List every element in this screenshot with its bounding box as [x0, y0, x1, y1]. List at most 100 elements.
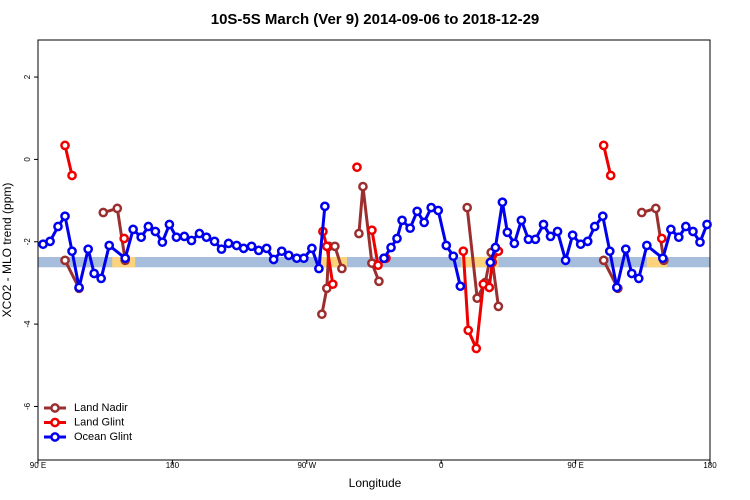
- data-point: [620, 244, 631, 255]
- data-point: [545, 231, 556, 242]
- data-point: [164, 219, 175, 230]
- legend-marker: [50, 417, 60, 428]
- data-point: [98, 207, 109, 218]
- legend-label: Land Glint: [74, 416, 124, 428]
- data-point: [636, 207, 647, 218]
- data-point: [150, 226, 161, 237]
- data-point: [157, 237, 168, 248]
- legend-marker: [50, 403, 60, 413]
- data-point: [104, 240, 115, 251]
- data-point: [509, 238, 520, 249]
- data-point: [441, 240, 452, 251]
- x-tick-label: 90 E: [30, 461, 46, 470]
- data-point: [321, 241, 332, 252]
- data-point: [253, 245, 264, 256]
- data-point: [455, 281, 466, 292]
- data-point: [666, 224, 676, 235]
- data-point: [298, 253, 309, 264]
- data-point: [695, 237, 705, 248]
- data-point: [538, 219, 549, 230]
- data-point: [502, 227, 513, 238]
- data-point: [60, 140, 70, 151]
- highlight-range: [461, 257, 499, 268]
- x-axis-label: Longitude: [349, 476, 402, 490]
- data-point: [386, 242, 396, 253]
- data-point: [216, 244, 227, 255]
- x-tick-label: 180: [166, 461, 180, 470]
- y-tick-label: -4: [23, 320, 32, 328]
- data-point: [45, 236, 55, 247]
- data-point: [605, 170, 616, 181]
- data-point: [471, 343, 482, 354]
- data-point: [688, 226, 698, 237]
- data-point: [60, 255, 70, 266]
- y-tick-label: 0: [23, 157, 32, 162]
- data-point: [604, 246, 615, 257]
- plot-frame: [37, 39, 711, 461]
- data-point: [472, 293, 483, 304]
- data-point: [656, 233, 667, 244]
- data-point: [223, 238, 234, 249]
- data-point: [317, 309, 327, 320]
- data-point: [367, 225, 377, 236]
- data-point: [337, 263, 347, 274]
- data-point: [67, 246, 77, 257]
- data-point: [358, 181, 368, 192]
- data-point: [209, 236, 220, 247]
- data-point: [405, 223, 415, 234]
- data-point: [354, 228, 364, 239]
- legend-label: Land Nadir: [74, 402, 128, 414]
- data-point: [74, 282, 84, 293]
- data-point: [119, 233, 130, 244]
- x-tick-label: 0: [439, 461, 444, 470]
- data-point: [186, 235, 197, 246]
- data-point: [484, 282, 495, 293]
- y-axis-label: XCO2 - MLO trend (ppm): [0, 183, 14, 318]
- data-point: [702, 219, 712, 230]
- data-point: [67, 170, 77, 181]
- data-point: [462, 202, 473, 213]
- data-point: [650, 203, 661, 214]
- data-point: [633, 273, 644, 284]
- data-point: [560, 255, 571, 266]
- data-point: [458, 246, 469, 257]
- data-point: [352, 162, 362, 173]
- data-point: [597, 211, 608, 222]
- chart-title: 10S-5S March (Ver 9) 2014-09-06 to 2018-…: [211, 11, 540, 28]
- data-point: [307, 243, 317, 254]
- data-point: [392, 233, 402, 244]
- data-point: [60, 211, 70, 222]
- data-point: [83, 244, 94, 255]
- data-point: [626, 268, 637, 279]
- highlight-range: [320, 257, 347, 268]
- data-point: [552, 226, 563, 237]
- data-point: [238, 243, 249, 254]
- data-point: [490, 242, 501, 253]
- data-point: [598, 255, 609, 266]
- data-point: [641, 240, 652, 251]
- data-point: [89, 268, 99, 279]
- data-point: [397, 215, 407, 226]
- data-point: [673, 232, 684, 243]
- data-point: [493, 301, 504, 312]
- data-point: [448, 251, 459, 262]
- data-point: [128, 224, 138, 235]
- data-point: [320, 201, 330, 212]
- data-point: [276, 246, 287, 257]
- data-point: [497, 197, 508, 208]
- y-tick-label: 2: [23, 74, 32, 79]
- x-tick-label: 90 W: [297, 461, 316, 470]
- highlight-range: [646, 257, 667, 268]
- data-point: [314, 263, 324, 274]
- data-point: [330, 241, 340, 252]
- data-point: [373, 260, 383, 271]
- data-point: [516, 215, 527, 226]
- data-point: [261, 243, 272, 254]
- data-point: [96, 273, 107, 284]
- legend-label: Ocean Glint: [74, 431, 132, 443]
- data-point: [433, 205, 444, 216]
- data-point: [412, 206, 423, 217]
- data-point: [179, 231, 190, 242]
- data-point: [582, 236, 593, 247]
